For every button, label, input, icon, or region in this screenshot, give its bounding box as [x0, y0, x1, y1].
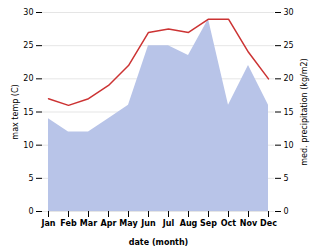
svg-text:Jun: Jun: [140, 219, 156, 228]
svg-text:25: 25: [23, 41, 33, 50]
svg-text:0: 0: [28, 207, 33, 216]
svg-text:Jul: Jul: [162, 219, 175, 228]
svg-text:Jan: Jan: [40, 219, 55, 228]
svg-text:date (month): date (month): [129, 238, 189, 247]
svg-text:5: 5: [284, 174, 289, 183]
svg-text:10: 10: [23, 141, 33, 150]
svg-text:May: May: [119, 219, 138, 228]
svg-text:max temp (C): max temp (C): [11, 84, 20, 139]
svg-text:Mar: Mar: [80, 219, 97, 228]
svg-text:Nov: Nov: [240, 219, 258, 228]
svg-text:0: 0: [284, 207, 289, 216]
svg-text:20: 20: [284, 74, 294, 83]
svg-text:25: 25: [284, 41, 294, 50]
svg-text:Feb: Feb: [60, 219, 77, 228]
svg-text:5: 5: [28, 174, 33, 183]
svg-text:20: 20: [23, 74, 33, 83]
svg-text:15: 15: [23, 108, 33, 117]
svg-text:med. precipitation (kg/m2): med. precipitation (kg/m2): [300, 58, 309, 165]
svg-text:30: 30: [23, 8, 33, 17]
svg-text:Apr: Apr: [101, 219, 117, 228]
svg-text:10: 10: [284, 141, 294, 150]
svg-text:Aug: Aug: [180, 219, 198, 228]
svg-text:15: 15: [284, 108, 294, 117]
svg-text:Sep: Sep: [200, 219, 217, 228]
svg-text:Oct: Oct: [221, 219, 237, 228]
svg-text:30: 30: [284, 8, 294, 17]
svg-text:Dec: Dec: [260, 219, 277, 228]
